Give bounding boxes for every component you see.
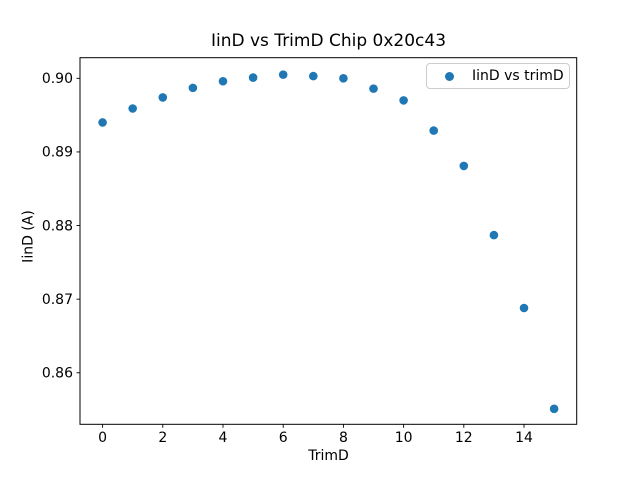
x-tick-label: 10	[395, 430, 413, 446]
y-axis-ticks: 0.86 0.87 0.88 0.89 0.90	[42, 71, 80, 382]
x-tick-label: 0	[98, 430, 107, 446]
x-tick-label: 2	[158, 430, 167, 446]
y-tick-label: 0.87	[42, 292, 73, 308]
data-points	[98, 70, 559, 414]
y-axis-label: IinD (A)	[20, 210, 37, 263]
scatter-point	[278, 70, 288, 79]
scatter-point	[339, 74, 348, 83]
scatter-point	[158, 93, 168, 102]
scatter-point	[308, 71, 318, 81]
x-axis-ticks: 0 2 4 6 8 10 12 14	[98, 424, 533, 446]
y-tick-label: 0.88	[42, 218, 73, 234]
scatter-point	[188, 83, 198, 93]
y-tick-label: 0.90	[42, 71, 73, 87]
scatter-point	[429, 126, 439, 135]
scatter-point	[369, 84, 378, 93]
scatter-point	[248, 73, 258, 82]
chart-title: IinD vs TrimD Chip 0x20c43	[210, 31, 447, 51]
y-tick-label: 0.86	[42, 366, 73, 382]
scatter-point	[459, 161, 469, 171]
scatter-point	[549, 404, 559, 414]
legend: IinD vs trimD	[426, 63, 570, 89]
x-tick-label: 14	[515, 430, 533, 446]
scatter-point	[489, 230, 499, 240]
scatter-point	[519, 303, 529, 313]
x-tick-label: 4	[219, 430, 228, 446]
y-tick-label: 0.89	[42, 145, 73, 161]
scatter-point	[128, 104, 137, 113]
legend-label: IinD vs trimD	[472, 68, 564, 84]
axes-frame	[79, 57, 578, 425]
x-tick-label: 6	[279, 430, 288, 446]
x-tick-label: 8	[339, 430, 348, 446]
scatter-point	[98, 118, 107, 127]
x-axis-label: TrimD	[308, 448, 349, 464]
scatter-point	[218, 76, 228, 86]
scatter-point	[399, 96, 408, 105]
x-tick-label: 12	[455, 430, 473, 446]
legend-marker-icon	[445, 71, 454, 81]
